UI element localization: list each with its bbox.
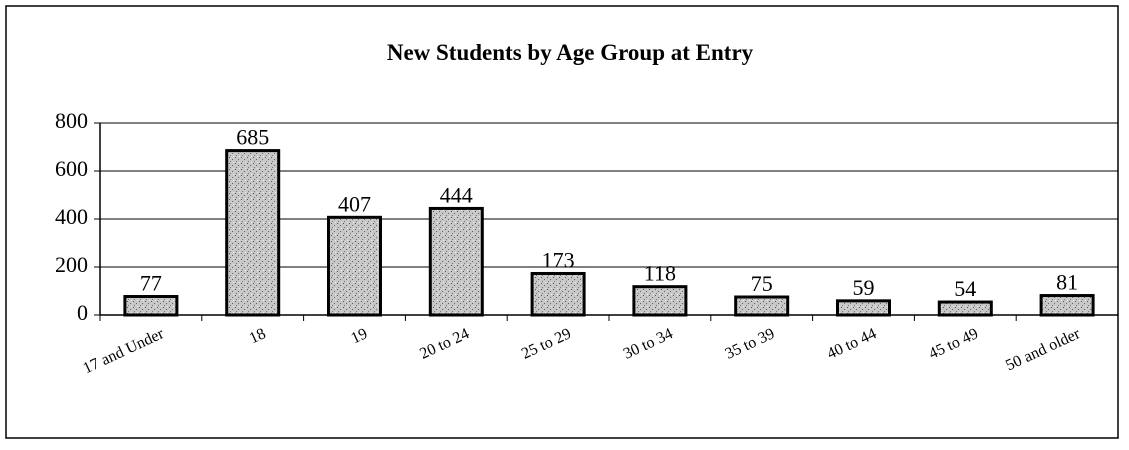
x-tick-label: 50 and older (1003, 325, 1083, 374)
x-tick-label: 45 to 49 (926, 325, 981, 363)
x-tick-label: 30 to 34 (621, 325, 676, 363)
x-tick-label: 40 to 44 (824, 325, 879, 363)
x-tick-label: 19 (349, 325, 371, 347)
bar (836, 299, 891, 317)
data-label: 173 (542, 247, 575, 272)
bar (327, 215, 382, 317)
x-tick-label: 17 and Under (80, 325, 167, 377)
x-tick-label: 20 to 24 (417, 325, 472, 363)
chart-title: New Students by Age Group at Entry (387, 40, 754, 65)
data-label: 81 (1056, 270, 1078, 295)
y-tick-label: 800 (55, 108, 88, 133)
x-tick-label: 35 to 39 (723, 325, 778, 363)
bar (428, 206, 484, 317)
bar (937, 300, 993, 317)
data-label: 54 (954, 276, 976, 301)
y-tick-label: 600 (55, 156, 88, 181)
y-tick-label: 0 (77, 300, 88, 325)
data-label: 444 (440, 182, 473, 207)
bar (1039, 294, 1095, 317)
bar (632, 285, 688, 317)
data-label: 118 (644, 261, 676, 286)
data-label: 59 (853, 275, 875, 300)
bar (225, 149, 281, 317)
data-label: 77 (140, 271, 162, 296)
data-label: 407 (338, 191, 371, 216)
data-label: 685 (236, 125, 269, 150)
y-tick-label: 400 (55, 204, 88, 229)
bar (530, 271, 586, 317)
bar (123, 295, 179, 317)
x-tick-label: 18 (247, 325, 269, 347)
chart-border (5, 5, 1119, 439)
data-label: 75 (751, 271, 773, 296)
y-tick-label: 200 (55, 252, 88, 277)
x-tick-label: 25 to 29 (519, 325, 574, 363)
bar (734, 295, 790, 317)
